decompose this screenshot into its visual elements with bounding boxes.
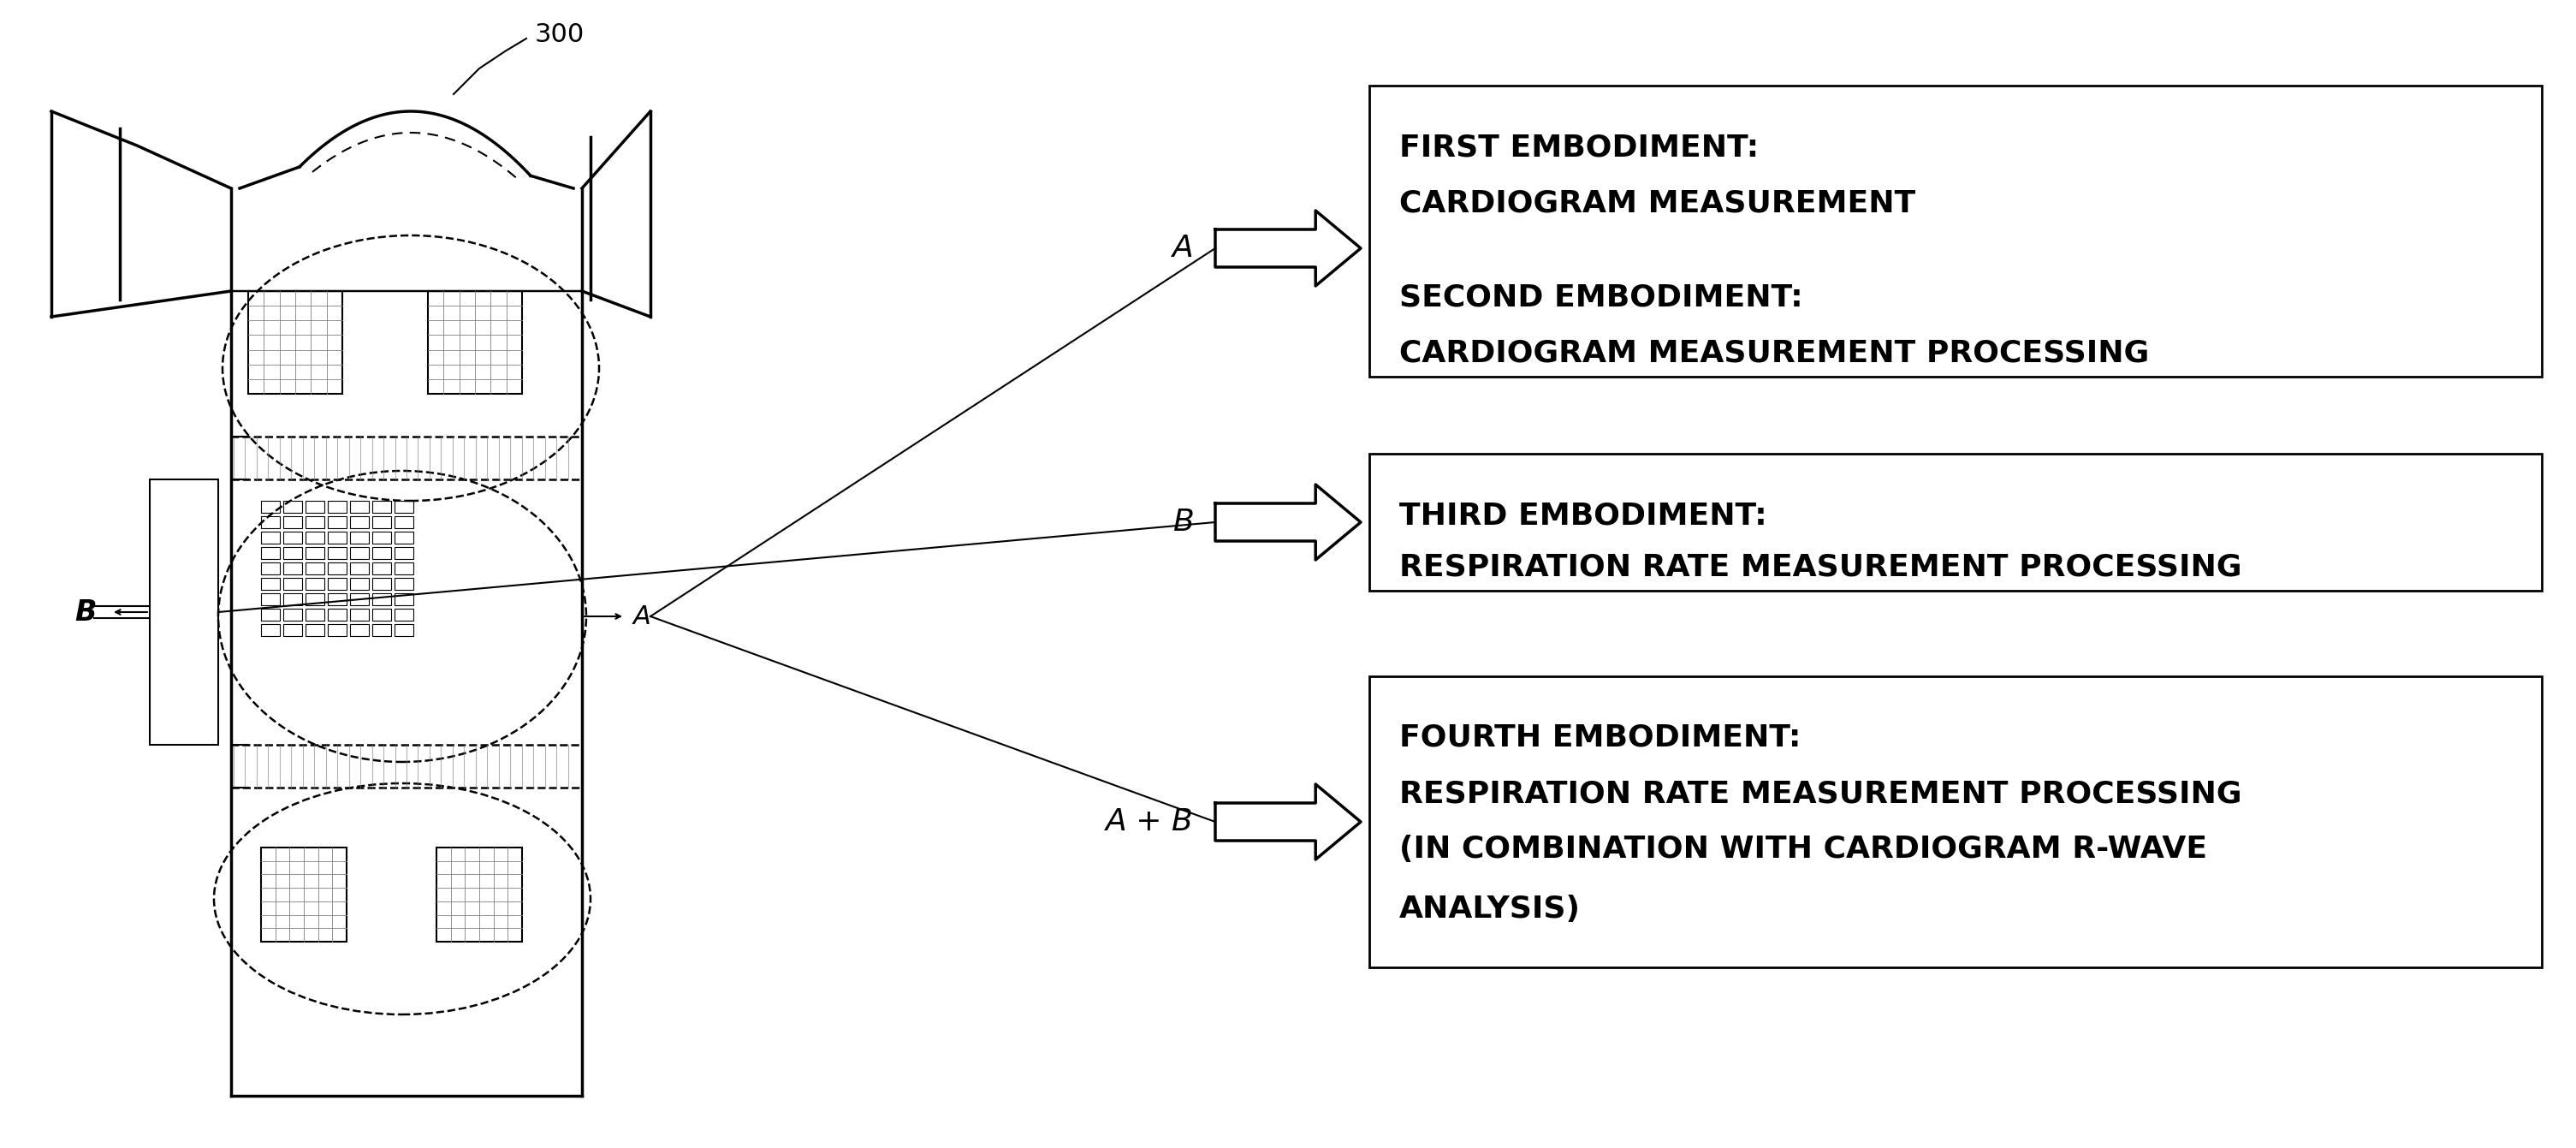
Bar xyxy=(428,292,523,394)
Bar xyxy=(307,594,325,605)
Bar xyxy=(307,548,325,559)
Bar xyxy=(327,501,348,513)
Bar xyxy=(374,577,392,590)
Bar xyxy=(1370,676,2543,968)
Bar xyxy=(327,625,348,636)
Text: A + B: A + B xyxy=(1105,807,1193,837)
Bar xyxy=(374,517,392,528)
Bar xyxy=(283,594,301,605)
Text: ANALYSIS): ANALYSIS) xyxy=(1399,894,1582,924)
Text: CARDIOGRAM MEASUREMENT: CARDIOGRAM MEASUREMENT xyxy=(1399,188,1917,217)
Bar xyxy=(394,563,412,574)
Bar xyxy=(435,847,523,941)
Bar xyxy=(232,436,582,480)
Text: RESPIRATION RATE MEASUREMENT PROCESSING: RESPIRATION RATE MEASUREMENT PROCESSING xyxy=(1399,779,2241,808)
Bar xyxy=(374,563,392,574)
Bar xyxy=(260,532,281,544)
Bar xyxy=(394,532,412,544)
Bar xyxy=(350,548,368,559)
Bar xyxy=(283,532,301,544)
Bar xyxy=(283,501,301,513)
Text: RESPIRATION RATE MEASUREMENT PROCESSING: RESPIRATION RATE MEASUREMENT PROCESSING xyxy=(1399,552,2241,581)
Bar xyxy=(327,563,348,574)
Bar xyxy=(307,517,325,528)
Bar xyxy=(260,517,281,528)
Bar xyxy=(1370,453,2543,591)
Bar xyxy=(350,501,368,513)
Text: SECOND EMBODIMENT:: SECOND EMBODIMENT: xyxy=(1399,282,1803,311)
Bar xyxy=(260,548,281,559)
Bar xyxy=(1370,86,2543,377)
Text: A: A xyxy=(1172,234,1193,263)
Bar xyxy=(374,501,392,513)
Bar xyxy=(350,594,368,605)
Text: (IN COMBINATION WITH CARDIOGRAM R-WAVE: (IN COMBINATION WITH CARDIOGRAM R-WAVE xyxy=(1399,835,2208,863)
Bar xyxy=(247,292,343,394)
Bar xyxy=(350,517,368,528)
Text: 300: 300 xyxy=(536,22,585,47)
Bar xyxy=(260,594,281,605)
Text: B: B xyxy=(75,598,95,626)
Bar xyxy=(374,548,392,559)
Text: THIRD EMBODIMENT:: THIRD EMBODIMENT: xyxy=(1399,501,1767,530)
Bar xyxy=(350,532,368,544)
Bar xyxy=(307,501,325,513)
Bar xyxy=(350,563,368,574)
Bar xyxy=(307,563,325,574)
Bar xyxy=(394,608,412,621)
Bar xyxy=(327,577,348,590)
Bar xyxy=(260,847,348,941)
Bar xyxy=(394,517,412,528)
Bar xyxy=(350,577,368,590)
Text: FIRST EMBODIMENT:: FIRST EMBODIMENT: xyxy=(1399,133,1759,162)
Bar xyxy=(232,745,582,788)
Bar xyxy=(283,548,301,559)
Bar xyxy=(149,480,219,745)
Bar xyxy=(327,517,348,528)
Text: FOURTH EMBODIMENT:: FOURTH EMBODIMENT: xyxy=(1399,723,1801,752)
Bar xyxy=(260,625,281,636)
Bar xyxy=(260,608,281,621)
Bar xyxy=(374,608,392,621)
Bar xyxy=(394,625,412,636)
Bar xyxy=(350,625,368,636)
Bar xyxy=(394,577,412,590)
Bar xyxy=(260,577,281,590)
Bar xyxy=(307,532,325,544)
Bar xyxy=(283,563,301,574)
Bar xyxy=(307,625,325,636)
Bar xyxy=(283,625,301,636)
Bar xyxy=(374,594,392,605)
Bar xyxy=(283,577,301,590)
Text: A: A xyxy=(634,604,652,629)
Bar xyxy=(374,532,392,544)
Bar xyxy=(260,501,281,513)
Bar xyxy=(350,608,368,621)
Bar xyxy=(283,517,301,528)
Bar xyxy=(327,608,348,621)
Bar xyxy=(327,532,348,544)
Bar xyxy=(260,563,281,574)
Bar xyxy=(394,594,412,605)
Bar xyxy=(327,594,348,605)
Bar xyxy=(307,577,325,590)
Bar xyxy=(374,625,392,636)
Bar xyxy=(327,548,348,559)
Bar xyxy=(283,608,301,621)
Bar xyxy=(307,608,325,621)
Text: B: B xyxy=(1172,507,1193,537)
Text: CARDIOGRAM MEASUREMENT PROCESSING: CARDIOGRAM MEASUREMENT PROCESSING xyxy=(1399,339,2148,367)
Bar xyxy=(394,501,412,513)
Bar xyxy=(394,548,412,559)
